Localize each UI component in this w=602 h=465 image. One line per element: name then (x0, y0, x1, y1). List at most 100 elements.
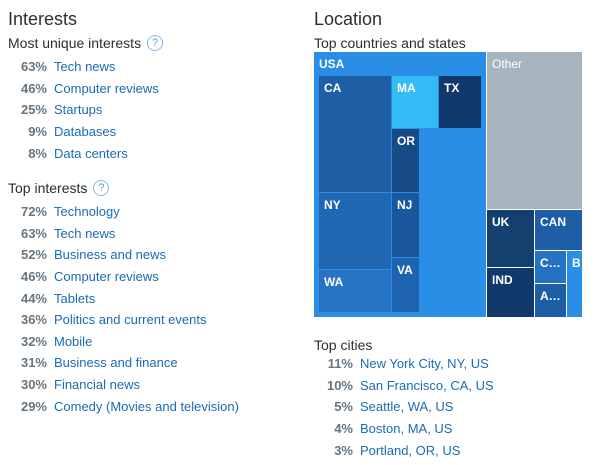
treemap-tile-ny[interactable]: NY (319, 193, 391, 269)
list-item-percent: 4% (334, 421, 353, 437)
tile-label: B (572, 256, 581, 270)
list-item-percent: 25% (20, 102, 47, 118)
list-item: 3% Portland, OR, US (314, 439, 494, 461)
tile-label: TX (444, 81, 460, 95)
list-item-link[interactable]: New York City, NY, US (360, 356, 489, 372)
list-item-link[interactable]: San Francisco, CA, US (360, 377, 494, 393)
list-item: 32% Mobile (8, 331, 298, 353)
list-item-link[interactable]: Computer reviews (54, 269, 159, 285)
list-item: 25% Startups (8, 99, 298, 121)
interests-title: Interests (8, 9, 78, 29)
top-interests-label: Top interests (8, 179, 88, 196)
unique-interests-label: Most unique interests (8, 35, 142, 51)
list-item-link[interactable]: Databases (54, 124, 117, 140)
list-item-link[interactable]: Politics and current events (54, 312, 207, 328)
tile-label: NY (324, 198, 341, 212)
list-item-link[interactable]: Business and news (54, 247, 167, 263)
top-interests-list: 72% Technology 63% Tech news 52% Business a… (8, 201, 298, 417)
list-item-link[interactable]: Tech news (54, 225, 116, 241)
list-item: 9% Databases (8, 121, 298, 143)
list-item-link[interactable]: Seattle, WA, US (360, 399, 454, 415)
list-item-link[interactable]: Data centers (54, 145, 128, 161)
unique-interests-heading: Most unique interests ? (8, 34, 298, 52)
list-item: 52% Business and news (8, 244, 298, 266)
list-item: 10% San Francisco, CA, US (314, 375, 494, 397)
list-item: 36% Politics and current events (8, 309, 298, 331)
treemap-tile-can[interactable]: CAN (535, 210, 582, 250)
treemap-tile-ca[interactable]: CA (319, 76, 391, 192)
help-icon[interactable]: ? (147, 35, 164, 51)
treemap-tile-va[interactable]: VA (392, 258, 419, 312)
top-interests-heading: Top interests ? (8, 179, 298, 197)
unique-interests-list: 63% Tech news 46% Computer reviews 25% Star… (8, 56, 298, 164)
treemap-tile-b[interactable]: B (567, 251, 582, 317)
list-item: 4% Boston, MA, US (314, 418, 494, 440)
list-item-percent: 8% (28, 145, 47, 161)
tile-label: Other (492, 57, 523, 71)
list-item-link[interactable]: Financial news (54, 377, 140, 393)
list-item-percent: 46% (20, 80, 47, 96)
list-item-percent: 72% (20, 204, 47, 220)
tile-label: A… (540, 289, 561, 303)
tile-label: C… (540, 256, 561, 270)
list-item-percent: 11% (327, 356, 353, 372)
list-item-percent: 63% (20, 225, 47, 241)
treemap-tile-a[interactable]: A… (535, 284, 566, 317)
top-cities-list: 11% New York City, NY, US 10% San Francisc… (314, 353, 494, 461)
treemap-tile-uk[interactable]: UK (487, 210, 534, 267)
tile-label: OR (397, 134, 415, 148)
list-item-link[interactable]: Comedy (Movies and television) (54, 398, 239, 414)
list-item-link[interactable]: Business and finance (54, 355, 178, 371)
treemap-tile-wa[interactable]: WA (319, 270, 391, 312)
list-item: 5% Seattle, WA, US (314, 396, 494, 418)
list-item-percent: 10% (326, 377, 353, 393)
list-item: 31% Business and finance (8, 352, 298, 374)
treemap-tile-other[interactable]: Other (487, 52, 582, 209)
treemap-tile-ind[interactable]: IND (487, 268, 534, 317)
list-item-percent: 44% (20, 290, 47, 306)
tile-label: CAN (540, 215, 566, 229)
list-item: 46% Computer reviews (8, 78, 298, 100)
tile-label: UK (492, 215, 510, 229)
list-item-percent: 52% (20, 247, 47, 263)
treemap-tile-nj[interactable]: NJ (392, 193, 419, 257)
tile-label: VA (397, 263, 413, 277)
list-item-link[interactable]: Portland, OR, US (360, 442, 461, 458)
treemap-tile-tx[interactable]: TX (439, 76, 481, 128)
tile-label: IND (492, 273, 513, 287)
list-item-link[interactable]: Boston, MA, US (360, 421, 453, 437)
location-title: Location (314, 9, 383, 29)
list-item-link[interactable]: Computer reviews (54, 80, 159, 96)
list-item-percent: 46% (20, 269, 47, 285)
list-item-percent: 63% (20, 59, 47, 75)
treemap-tile-ma[interactable]: MA (392, 76, 438, 128)
list-item-percent: 5% (334, 399, 353, 415)
interests-section: Interests Most unique interests ? 63% Tec… (8, 8, 298, 417)
list-item-link[interactable]: Startups (54, 102, 103, 118)
list-item: 11% New York City, NY, US (314, 353, 494, 375)
list-item-link[interactable]: Mobile (54, 333, 93, 349)
list-item-percent: 29% (20, 398, 47, 414)
list-item-percent: 9% (28, 124, 47, 140)
list-item: 29% Comedy (Movies and television) (8, 395, 298, 417)
treemap-tile-c[interactable]: C… (535, 251, 566, 283)
help-icon[interactable]: ? (93, 179, 110, 196)
list-item-link[interactable]: Tablets (54, 290, 96, 306)
top-cities-label: Top cities (314, 337, 373, 353)
list-item-link[interactable]: Technology (54, 204, 120, 220)
list-item: 46% Computer reviews (8, 266, 298, 288)
list-item-percent: 3% (334, 442, 353, 458)
tile-label: WA (324, 275, 344, 289)
list-item: 63% Tech news (8, 223, 298, 245)
list-item-percent: 30% (20, 377, 47, 393)
countries-treemap: USA CA MA TX OR NY NJ VA WA Other UK CAN… (314, 52, 582, 317)
tile-label: USA (319, 57, 345, 71)
tile-label: CA (324, 81, 342, 95)
list-item: 63% Tech news (8, 56, 298, 78)
tile-label: NJ (397, 198, 413, 212)
treemap-tile-or[interactable]: OR (392, 129, 419, 192)
list-item-link[interactable]: Tech news (54, 59, 116, 75)
list-item-percent: 31% (20, 355, 47, 371)
list-item: 72% Technology (8, 201, 298, 223)
list-item-percent: 32% (20, 333, 47, 349)
